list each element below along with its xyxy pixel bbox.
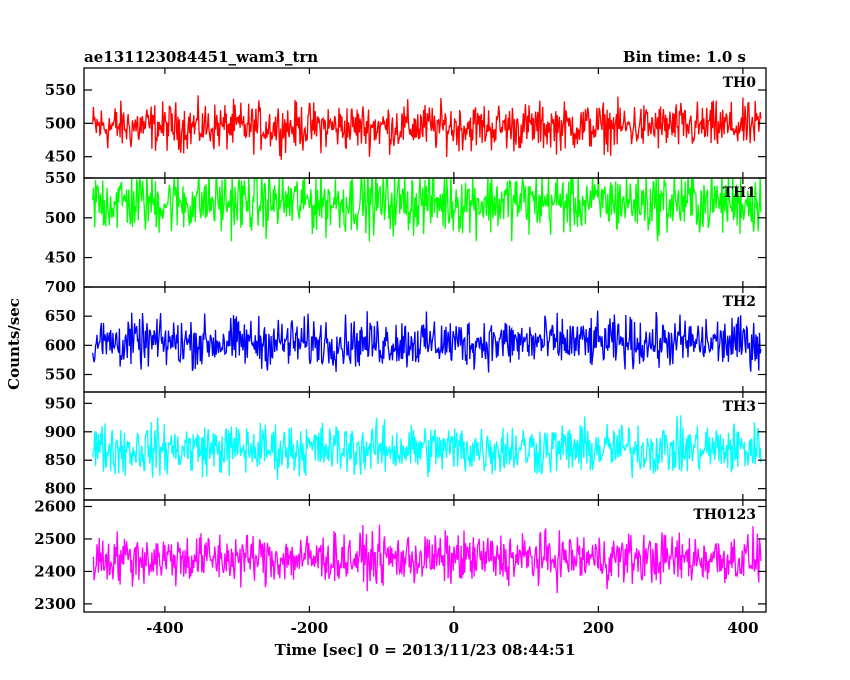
panel-frame [83, 391, 767, 501]
y-tick-label: 550 [45, 169, 76, 187]
y-tick-label: 2500 [34, 530, 76, 548]
panel-label-th1: TH1 [723, 185, 756, 201]
panel-th2: 550 600 650 700 TH2 [45, 278, 767, 393]
y-tick-label: 650 [45, 307, 76, 325]
y-axis-label: Counts/sec [5, 298, 23, 390]
x-axis-ticks: -400 -200 0 200 400 [146, 619, 758, 637]
series-line-th1 [92, 178, 762, 242]
y-tick-label: 2300 [34, 595, 76, 613]
series-line-th0 [92, 95, 762, 160]
x-tick-label: 0 [449, 619, 459, 637]
y-tick-label: 500 [45, 209, 76, 227]
panel-th1: 450 500 550 TH1 [45, 169, 767, 288]
y-tick-label: 450 [45, 249, 76, 267]
x-tick-label: -200 [291, 619, 329, 637]
series-line-th0123 [92, 524, 762, 594]
y-tick-label: 950 [45, 394, 76, 412]
panels: 450 500 550 TH0 450 500 550 TH1 550 600 650 700 TH2 8… [34, 67, 767, 613]
y-tick-label: 600 [45, 336, 76, 354]
panel-frame [83, 499, 767, 613]
x-tick-label: 400 [727, 619, 758, 637]
series-line-th3 [92, 415, 762, 480]
x-tick-label: -400 [146, 619, 184, 637]
x-tick-label: 200 [583, 619, 614, 637]
panel-th0: 450 500 550 TH0 [45, 67, 767, 179]
chart-title: ae131123084451_wam3_trn [84, 48, 318, 66]
panel-label-th0123: TH0123 [693, 507, 756, 523]
y-tick-label: 2400 [34, 562, 76, 580]
y-tick-label: 500 [45, 114, 76, 132]
y-tick-label: 450 [45, 148, 76, 166]
y-tick-label: 900 [45, 423, 76, 441]
y-tick-label: 2600 [34, 497, 76, 515]
panel-th0123: 2300 2400 2500 2600 TH0123 [34, 497, 767, 613]
panel-label-th0: TH0 [723, 75, 757, 91]
y-tick-label: 550 [45, 81, 76, 99]
y-tick-label: 850 [45, 451, 76, 469]
panel-label-th2: TH2 [723, 294, 756, 310]
panel-th3: 800 850 900 950 TH3 [45, 391, 767, 501]
x-axis-label: Time [sec] 0 = 2013/11/23 08:44:51 [275, 641, 576, 659]
panel-label-th3: TH3 [723, 399, 756, 415]
series-line-th2 [92, 310, 762, 373]
y-tick-label: 800 [45, 480, 76, 498]
y-tick-label: 550 [45, 366, 76, 384]
y-tick-label: 700 [45, 278, 76, 296]
bin-time-label: Bin time: 1.0 s [623, 48, 746, 66]
